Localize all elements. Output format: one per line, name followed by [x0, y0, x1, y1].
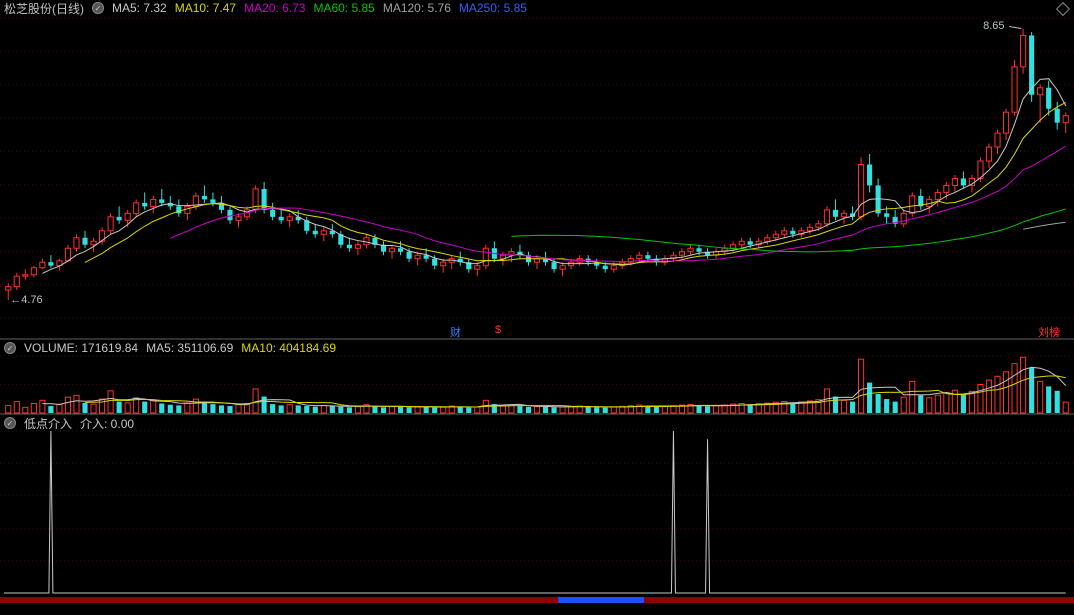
ma20-label: MA20: 6.73	[244, 1, 305, 15]
indicator-settings-icon[interactable]: ✓	[4, 417, 16, 429]
price-chart-svg	[0, 0, 1074, 340]
ma250-label: MA250: 5.85	[459, 1, 527, 15]
ma10-label: MA10: 7.47	[175, 1, 236, 15]
status-bar-segment	[0, 597, 558, 603]
price-chart-header: 松芝股份(日线) ✓ MA5: 7.32 MA10: 7.47 MA20: 6.…	[0, 0, 1074, 16]
indicator-chart-panel[interactable]: ✓ 低点介入 介入: 0.00	[0, 415, 1074, 605]
volume-chart-panel[interactable]: ✓ VOLUME: 171619.84 MA5: 351106.69 MA10:…	[0, 340, 1074, 415]
volume-ma10-label: MA10: 404184.69	[241, 341, 336, 355]
indicator-name: 低点介入	[24, 415, 72, 432]
ma60-label: MA60: 5.85	[313, 1, 374, 15]
indicator-chart-header: ✓ 低点介入 介入: 0.00	[0, 415, 1074, 431]
chart-marker: 刘榜	[1038, 324, 1060, 340]
volume-ma5-label: MA5: 351106.69	[146, 341, 233, 355]
low-price-label: ←4.76	[10, 294, 42, 306]
volume-settings-icon[interactable]: ✓	[4, 342, 16, 354]
stock-title: 松芝股份(日线)	[4, 0, 84, 17]
price-chart-panel[interactable]: 松芝股份(日线) ✓ MA5: 7.32 MA10: 7.47 MA20: 6.…	[0, 0, 1074, 340]
volume-chart-header: ✓ VOLUME: 171619.84 MA5: 351106.69 MA10:…	[0, 340, 1074, 356]
chart-marker: 财	[450, 324, 461, 340]
bottom-status-bar	[0, 595, 1074, 605]
indicator-chart-svg	[0, 415, 1074, 605]
volume-label: VOLUME: 171619.84	[24, 341, 138, 355]
settings-icon[interactable]: ✓	[92, 2, 104, 14]
status-bar-segment	[644, 597, 1074, 603]
status-bar-segment	[558, 597, 644, 603]
high-price-label: 8.65	[983, 20, 1004, 32]
chart-marker: $	[495, 324, 501, 336]
ma120-label: MA120: 5.76	[383, 1, 451, 15]
indicator-value: 介入: 0.00	[80, 415, 134, 432]
ma5-label: MA5: 7.32	[112, 1, 167, 15]
